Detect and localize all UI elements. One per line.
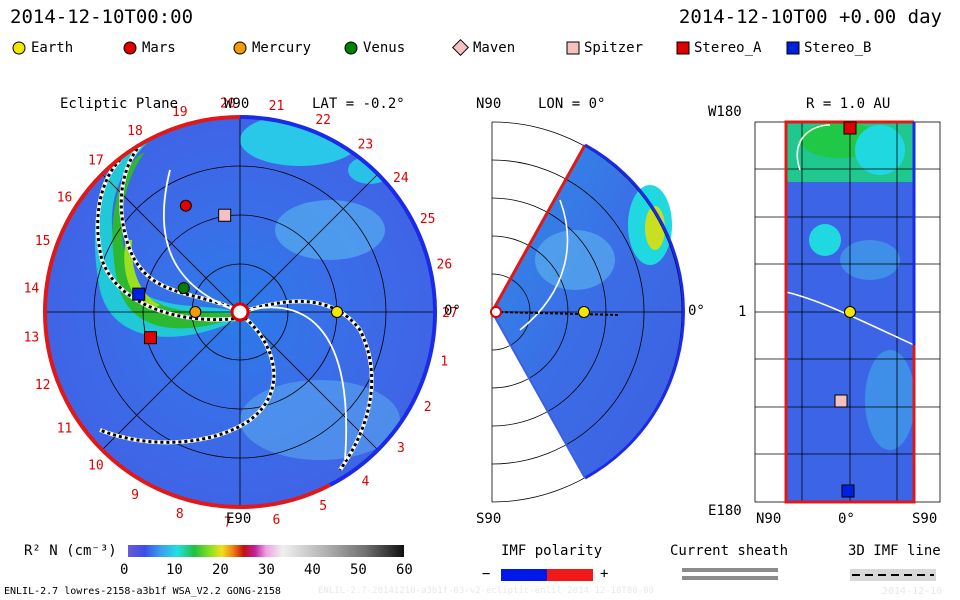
ecliptic-mars-marker [179, 199, 192, 212]
radial-top-left-label: W180 [708, 104, 742, 120]
radial-r-label: R = 1.0 AU [806, 96, 891, 112]
datetime-right: 2014-12-10T00 +0.00 day [678, 6, 942, 28]
carrington-tick: 11 [57, 421, 73, 436]
ecliptic-title: Ecliptic Plane [60, 96, 179, 112]
ecliptic-venus-marker [177, 282, 190, 295]
ecliptic-stereo-a-marker [143, 331, 157, 345]
carrington-tick: 1 [440, 354, 448, 369]
meridional-earth-marker [578, 306, 590, 318]
carrington-tick: 22 [315, 113, 331, 128]
footer-left: ENLIL-2.7 lowres-2158-a3b1f WSA_V2.2 GON… [4, 586, 281, 597]
radial-bottom-left-label: E180 [708, 503, 742, 519]
colorbar-tick: 20 [212, 562, 229, 578]
current-sheath-line-top [682, 568, 778, 572]
imf-polarity-negative [501, 569, 547, 581]
colorbar-tick: 30 [258, 562, 275, 578]
colorbar-label: R² N (cm⁻³) [24, 543, 117, 559]
imf-line-label: 3D IMF line [848, 543, 941, 559]
ecliptic-mercury-marker [189, 306, 202, 318]
carrington-tick: 3 [397, 441, 405, 456]
meridional-lon-label: LON = 0° [538, 96, 606, 112]
meridional-right-label: 0° [688, 303, 705, 319]
carrington-tick: 24 [393, 171, 409, 186]
radial-x-label-0: 0° [838, 511, 855, 527]
radial-stereo-b-marker [841, 484, 855, 498]
radial-mid-left-label: 1 [738, 304, 747, 320]
ecliptic-earth-marker [331, 306, 343, 318]
legend-mercury-label: Mercury [252, 40, 312, 56]
carrington-tick: 10 [88, 459, 104, 474]
colorbar-tick: 60 [396, 562, 413, 578]
carrington-tick: 4 [361, 474, 369, 489]
ecliptic-right-label: 0° [444, 303, 461, 319]
carrington-tick: 7 [224, 516, 232, 531]
carrington-tick: 21 [269, 99, 285, 114]
imf-polarity-positive [547, 569, 593, 581]
legend-spitzer-label: Spitzer [584, 40, 644, 56]
carrington-tick: 25 [420, 212, 436, 227]
radial-x-label-n90: N90 [756, 511, 782, 527]
carrington-tick: 2 [424, 400, 432, 415]
radial-x-label-s90: S90 [912, 511, 938, 527]
carrington-tick: 17 [88, 153, 104, 168]
carrington-tick: 26 [437, 258, 453, 273]
carrington-tick: 15 [35, 234, 51, 249]
footer-center: ENLIL-2.7-20141210-a3b1f-03-v2-ecliptic-… [318, 586, 654, 596]
colorbar-tick: 10 [166, 562, 183, 578]
ecliptic-bottom-label: E90 [226, 511, 252, 527]
carrington-tick: 12 [35, 378, 51, 393]
meridional-bottom-label: S90 [476, 511, 502, 527]
radial-spitzer-marker [834, 394, 848, 408]
ecliptic-spitzer-marker [218, 208, 232, 222]
carrington-tick: 6 [273, 513, 281, 528]
carrington-tick: 9 [131, 488, 139, 503]
radial-earth-marker [844, 306, 856, 318]
ecliptic-panel [42, 115, 437, 509]
carrington-tick: 13 [24, 330, 40, 345]
carrington-tick: 14 [24, 282, 40, 297]
legend-venus-label: Venus [363, 40, 406, 56]
sun-icon [230, 302, 250, 322]
carrington-tick: 27 [442, 306, 458, 321]
legend-mars-label: Mars [142, 40, 176, 56]
ecliptic-lat-label: LAT = -0.2° [312, 96, 405, 112]
carrington-tick: 5 [319, 499, 327, 514]
carrington-tick: 8 [176, 507, 184, 522]
radial-stereo-a-marker [843, 121, 857, 135]
colorbar [128, 545, 404, 557]
imf-polarity-label: IMF polarity [501, 543, 603, 559]
colorbar-tick: 0 [120, 562, 129, 578]
ecliptic-top-label: W90 [224, 96, 250, 112]
carrington-tick: 16 [57, 191, 73, 206]
carrington-tick: 20 [220, 96, 236, 111]
imf-polarity-minus: − [482, 566, 491, 582]
datetime-left: 2014-12-10T00:00 [10, 6, 194, 28]
legend-maven-label: Maven [473, 40, 516, 56]
legend-stereo-a-label: Stereo_A [694, 40, 762, 56]
current-sheath-label: Current sheath [670, 543, 789, 559]
carrington-tick: 23 [358, 138, 374, 153]
legend-stereo-b-label: Stereo_B [804, 40, 872, 56]
colorbar-tick: 40 [304, 562, 321, 578]
current-sheath-line-bottom [682, 576, 778, 580]
carrington-tick: 19 [172, 105, 188, 120]
legend-earth-label: Earth [31, 40, 74, 56]
meridional-top-label: N90 [476, 96, 502, 112]
footer-right: 2014-12-10 [882, 586, 943, 597]
ecliptic-stereo-b-marker [132, 287, 146, 301]
carrington-tick: 18 [127, 124, 143, 139]
colorbar-tick: 50 [350, 562, 367, 578]
imf-polarity-plus: + [600, 566, 609, 582]
